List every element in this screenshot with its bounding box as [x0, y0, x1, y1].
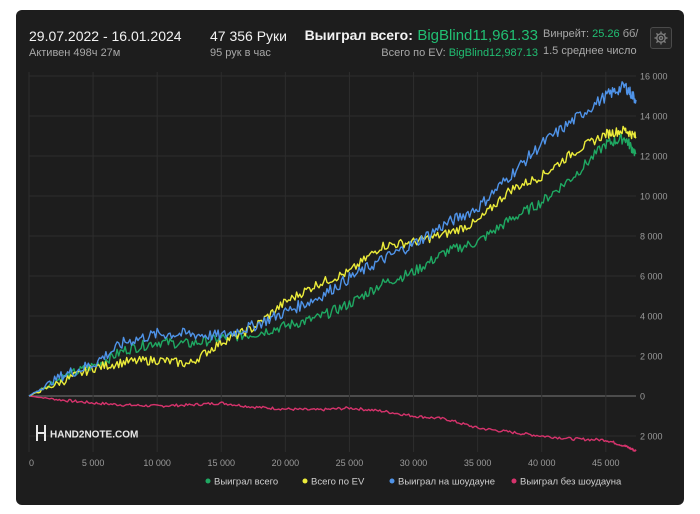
- legend-marker: [511, 478, 517, 484]
- x-tick-label: 15 000: [208, 458, 236, 468]
- x-tick-label: 30 000: [400, 458, 428, 468]
- settings-button[interactable]: [650, 27, 672, 49]
- active-time: Активен 498ч 27м: [29, 47, 121, 59]
- x-tick-label: 10 000: [143, 458, 171, 468]
- hand2note-logo: HAND2NOTE.COM: [36, 425, 138, 441]
- won-total-label: Выиграл всего:: [304, 27, 413, 43]
- y-tick-label: 2 000: [640, 432, 663, 442]
- ev-total-label: Всего по EV:: [381, 47, 446, 59]
- series-non-showdown: [28, 395, 637, 452]
- hand2note-logo-text: HAND2NOTE.COM: [50, 430, 138, 441]
- y-tick-label: 8 000: [640, 232, 663, 242]
- won-total: Выиграл всего: BigBlind11,961.33: [305, 27, 538, 45]
- y-tick-label: 6 000: [640, 272, 663, 282]
- ev-total: Всего по EV: BigBlind12,987.13: [381, 47, 538, 59]
- x-tick-label: 20 000: [272, 458, 300, 468]
- y-tick-label: 0: [640, 392, 645, 402]
- y-tick-label: 14 000: [640, 112, 668, 122]
- legend-item: Выиграл всего: [205, 477, 278, 488]
- won-total-value: BigBlind11,961.33: [417, 27, 538, 44]
- winrate-label: Винрейт:: [543, 28, 590, 40]
- hands-count: 47 356 Руки: [210, 28, 287, 44]
- x-tick-label: 45 000: [592, 458, 620, 468]
- legend-item: Всего по EV: [302, 477, 365, 488]
- chart-area: 2 000 0 2 000 4 000 6 000 8 000 10 000 12 000 14…: [28, 72, 668, 488]
- x-tick-label: 5 000: [82, 458, 105, 468]
- series-won-total: [28, 133, 637, 397]
- chart-card: 29.07.2022 - 16.01.2024 Активен 498ч 27м…: [16, 10, 684, 505]
- y-tick-label: 10 000: [640, 192, 668, 202]
- x-tick-label: 35 000: [464, 458, 492, 468]
- legend-marker: [302, 478, 308, 484]
- legend-item: Выиграл на шоудауне: [389, 477, 495, 488]
- y-tick-label: 12 000: [640, 152, 668, 162]
- hands-per-hour: 95 рук в час: [210, 47, 271, 59]
- legend-label: Всего по EV: [311, 477, 365, 488]
- legend-label: Выиграл без шоудауна: [520, 477, 622, 488]
- legend-item: Выиграл без шоудауна: [511, 477, 622, 488]
- legend-marker: [205, 478, 211, 484]
- date-range: 29.07.2022 - 16.01.2024: [29, 28, 182, 44]
- legend-label: Выиграл на шоудауне: [398, 477, 495, 488]
- winrate-unit: бб/: [622, 28, 639, 40]
- series-showdown: [28, 81, 637, 397]
- x-tick-label: 0: [29, 458, 34, 468]
- legend-marker: [389, 478, 395, 484]
- winrate-value: 25.26: [592, 28, 620, 40]
- x-tick-label: 25 000: [336, 458, 364, 468]
- ev-total-value: BigBlind12,987.13: [448, 47, 538, 59]
- x-tick-label: 40 000: [528, 458, 556, 468]
- y-tick-label: 4 000: [640, 312, 663, 322]
- series-ev-total: [28, 125, 637, 397]
- winrate-note: 1.5 среднее число: [543, 45, 637, 57]
- gear-icon: [654, 31, 668, 45]
- y-tick-label: 2 000: [640, 352, 663, 362]
- winrate: Винрейт: 25.26 бб/: [543, 28, 638, 40]
- y-tick-label: 16 000: [640, 72, 668, 82]
- hand2note-logo-icon: [36, 425, 46, 441]
- legend-label: Выиграл всего: [214, 477, 278, 488]
